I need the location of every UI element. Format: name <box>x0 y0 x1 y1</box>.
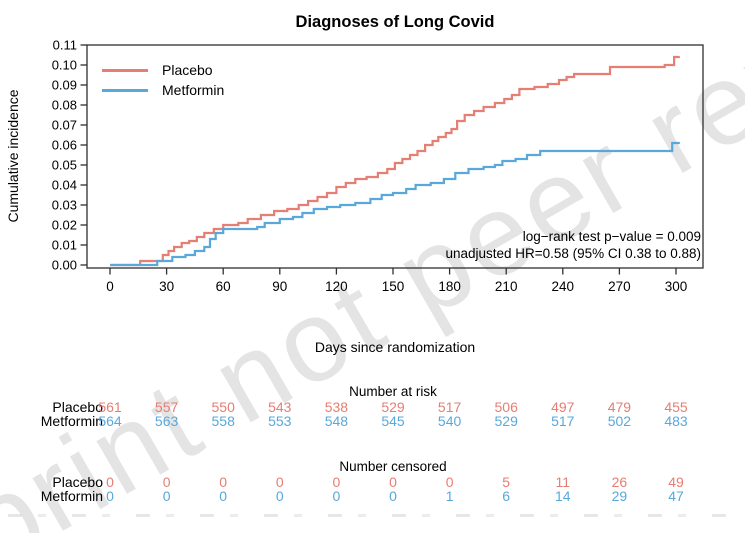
censor-row-1-value: 29 <box>611 488 628 504</box>
censor-row-metformin: 0 0 0 0 0 0 1 6 14 29 47 <box>0 488 745 504</box>
x-tick-label: 90 <box>272 279 287 294</box>
risk-row-1-value: 558 <box>211 413 235 429</box>
x-tick-label: 300 <box>665 279 688 294</box>
y-tick-label: 0.03 <box>52 198 77 213</box>
censor-row-1-value: 1 <box>445 488 454 504</box>
x-tick-label: 180 <box>438 279 461 294</box>
y-axis-title: Cumulative incidence <box>5 89 21 222</box>
censor-row-0-value: 26 <box>611 474 628 490</box>
censor-row-0-value: 11 <box>555 474 571 490</box>
risk-row-0-value: 529 <box>381 399 405 415</box>
risk-row-1-value: 540 <box>437 413 462 429</box>
x-tick-label: 270 <box>608 279 631 294</box>
legend-label-metformin: Metformin <box>162 82 225 98</box>
y-tick-label: 0.10 <box>52 58 77 73</box>
risk-row-1-value: 564 <box>98 413 122 429</box>
legend-item-placebo: Placebo <box>102 60 224 80</box>
x-tick-label: 60 <box>216 279 231 294</box>
risk-row-0-value: 506 <box>494 399 518 415</box>
censor-row-0-value: 0 <box>445 474 454 490</box>
risk-row-placebo: 561 557 550 543 538 529 517 506 497 479 455 <box>0 399 745 415</box>
y-tick-label: 0.00 <box>52 258 77 273</box>
risk-row-1-value: 548 <box>324 413 349 429</box>
y-tick-label: 0.07 <box>52 118 77 133</box>
risk-row-1-value: 545 <box>381 413 405 429</box>
y-tick-label: 0.02 <box>52 218 77 233</box>
censor-row-0-value: 49 <box>668 474 684 490</box>
legend-label-placebo: Placebo <box>162 62 213 78</box>
placebo-line-swatch <box>102 68 148 72</box>
x-tick-label: 210 <box>495 279 518 294</box>
risk-row-1-value: 553 <box>268 413 292 429</box>
metformin-line-swatch <box>102 88 148 92</box>
censor-row-label-placebo: Placebo <box>52 474 103 490</box>
censor-row-1-value: 14 <box>555 488 571 504</box>
risk-row-0-value: 543 <box>268 399 292 415</box>
censor-row-0-value: 0 <box>275 474 284 490</box>
y-tick-label: 0.06 <box>52 138 77 153</box>
censor-row-1-value: 47 <box>668 488 684 504</box>
km-plot: 0.00 0.01 0.02 0.03 0.04 0.05 0.06 0.07 0.08 0.09… <box>5 38 704 294</box>
y-tick-label: 0.05 <box>52 158 77 173</box>
risk-row-1-value: 483 <box>664 413 688 429</box>
censor-row-1-value: 0 <box>106 488 114 504</box>
risk-table-heading: Number at risk <box>349 384 437 399</box>
risk-row-0-value: 497 <box>551 399 575 415</box>
censor-row-0-value: 0 <box>219 474 228 490</box>
stats-annotation: log−rank test p−value = 0.009 unadjusted… <box>445 228 701 262</box>
censor-row-0-value: 0 <box>332 474 341 490</box>
risk-row-0-value: 455 <box>664 399 688 415</box>
clipped-caption-fragment <box>8 514 738 517</box>
risk-row-0-value: 550 <box>211 399 235 415</box>
risk-row-label-placebo: Placebo <box>52 399 103 415</box>
risk-row-label-metformin: Metformin <box>40 413 103 429</box>
y-tick-label: 0.08 <box>52 98 77 113</box>
censor-row-1-value: 0 <box>162 488 171 504</box>
y-tick-label: 0.11 <box>53 38 77 53</box>
legend: Placebo Metformin <box>102 60 224 100</box>
plot-border <box>86 44 704 269</box>
risk-row-1-value: 502 <box>607 413 632 429</box>
y-tick-label: 0.01 <box>52 238 77 253</box>
x-tick-label: 240 <box>552 279 575 294</box>
y-tick-label: 0.09 <box>52 78 77 93</box>
risk-row-metformin: 564 563 558 553 548 545 540 529 517 502 483 <box>0 413 745 429</box>
x-tick-label: 150 <box>382 279 405 294</box>
risk-row-1-value: 517 <box>551 413 575 429</box>
risk-row-0-value: 538 <box>324 399 349 415</box>
censor-row-0-value: 5 <box>502 474 511 490</box>
censor-row-placebo: 0 0 0 0 0 0 0 5 11 26 49 <box>0 474 745 490</box>
censor-row-1-value: 0 <box>389 488 397 504</box>
x-axis-title: Days since randomization <box>314 339 476 355</box>
censor-row-1-value: 0 <box>219 488 228 504</box>
y-tick-label: 0.04 <box>52 178 77 193</box>
logrank-pvalue-text: log−rank test p−value = 0.009 <box>522 229 701 244</box>
legend-item-metformin: Metformin <box>102 80 224 100</box>
chart-title: Diagnoses of Long Covid <box>295 13 495 31</box>
x-tick-label: 0 <box>106 279 114 294</box>
x-tick-label: 120 <box>325 279 348 294</box>
risk-row-1-value: 529 <box>494 413 518 429</box>
risk-row-0-value: 557 <box>154 399 179 415</box>
curve-metformin <box>110 141 680 267</box>
censor-row-0-value: 0 <box>106 474 114 490</box>
curve-placebo <box>110 55 680 267</box>
censor-table-heading: Number censored <box>339 459 447 474</box>
censor-row-0-value: 0 <box>162 474 171 490</box>
risk-row-0-value: 479 <box>607 399 632 415</box>
risk-row-0-value: 517 <box>437 399 462 415</box>
risk-row-1-value: 563 <box>154 413 179 429</box>
risk-row-0-value: 561 <box>98 399 122 415</box>
censor-row-1-value: 0 <box>332 488 341 504</box>
censor-row-0-value: 0 <box>389 474 397 490</box>
hazard-ratio-text: unadjusted HR=0.58 (95% CI 0.38 to 0.88) <box>445 246 701 261</box>
censor-row-label-metformin: Metformin <box>40 488 103 504</box>
censor-row-1-value: 0 <box>275 488 284 504</box>
censor-row-1-value: 6 <box>502 488 511 504</box>
x-tick-label: 30 <box>159 279 174 294</box>
